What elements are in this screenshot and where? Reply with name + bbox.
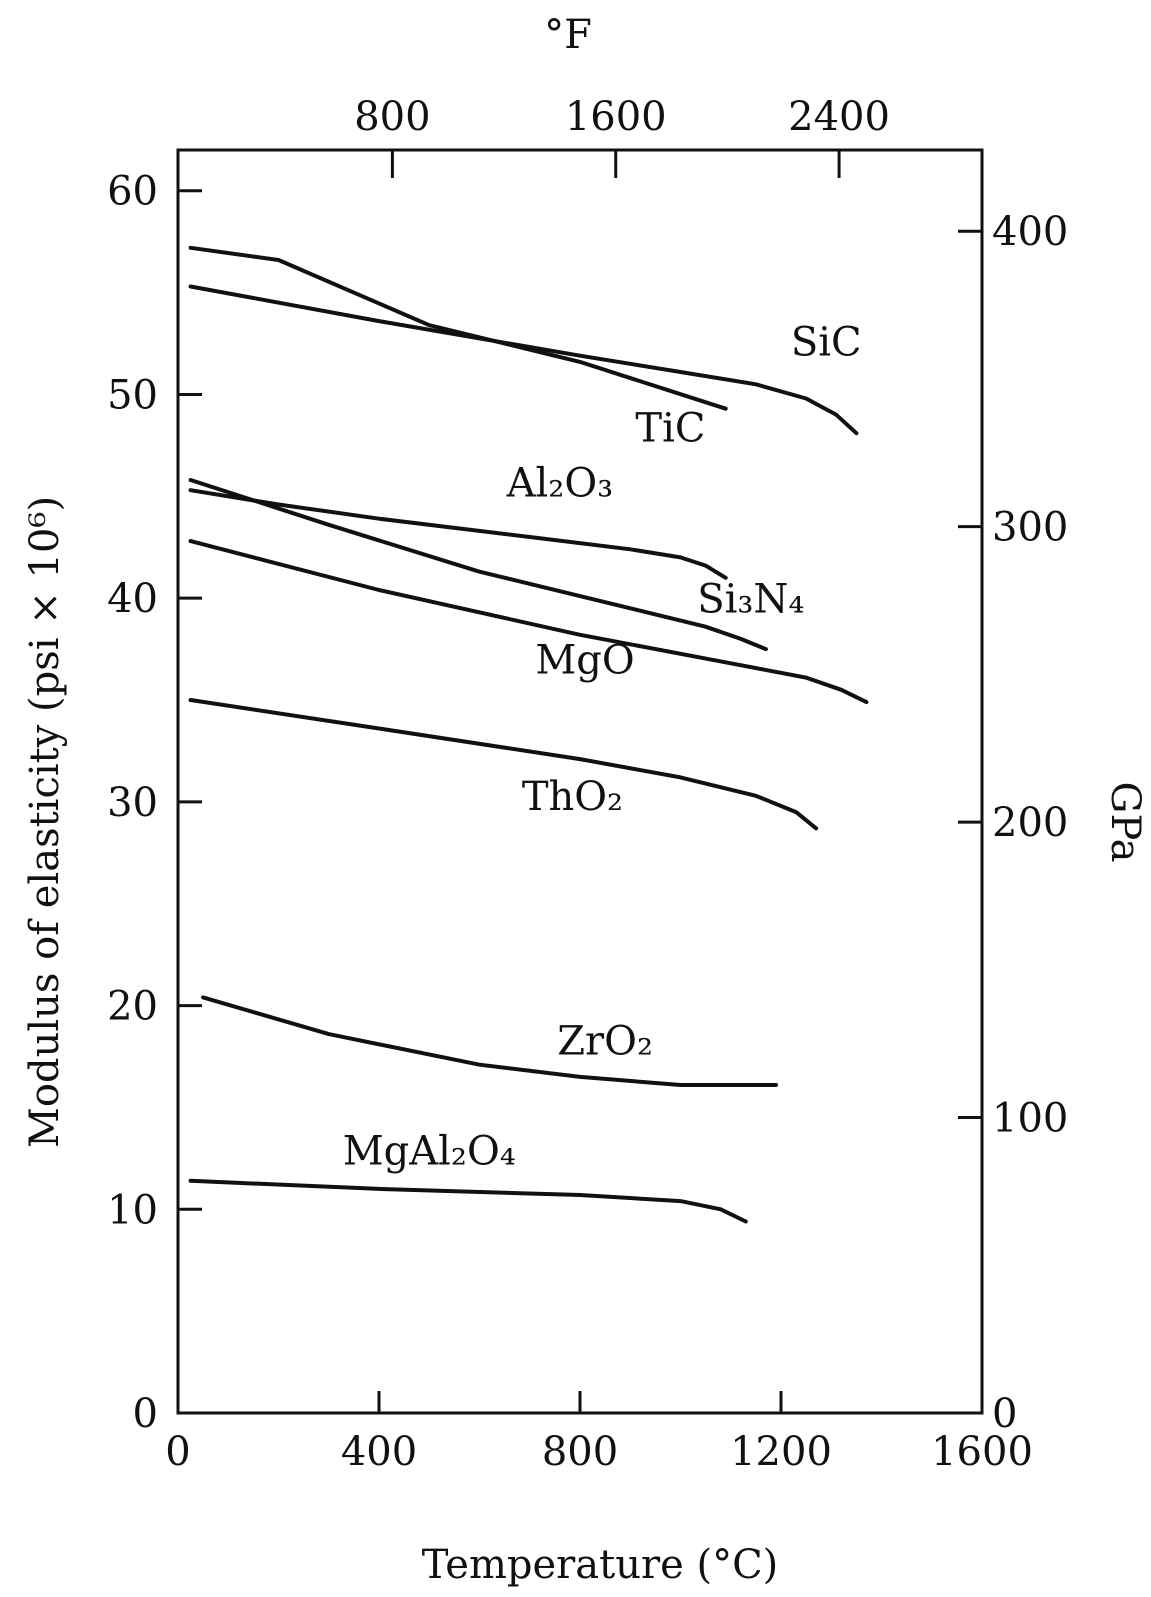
- series-line-tic: [188, 245, 728, 411]
- y2-tick-label: 100: [992, 1096, 1068, 1142]
- top-tick-label: 1600: [565, 94, 667, 140]
- plot-area: 0 400 800 1200 1600 800 1600 2400 0 10 20 30 40 50 60 0…: [107, 94, 1068, 1475]
- series-line-zro: [201, 995, 778, 1087]
- y2-tick-label: 200: [992, 800, 1068, 846]
- y2-tick-label: 400: [992, 209, 1068, 255]
- y2-tick-label: 300: [992, 505, 1068, 551]
- series-label-tho: ThO₂: [522, 774, 623, 820]
- series-label-sic: SiC: [791, 320, 862, 366]
- y-tick-label: 10: [107, 1187, 158, 1233]
- y-tick-label: 60: [107, 169, 158, 215]
- series-label-sin: Si₃N₄: [697, 576, 804, 622]
- top-tick-label: 800: [354, 94, 430, 140]
- top-axis-title: °F: [544, 12, 592, 58]
- bottom-axis-title: Temperature (°C): [422, 1542, 779, 1588]
- series-line-tho: [188, 698, 819, 831]
- x-tick-label: 1600: [931, 1429, 1033, 1475]
- y-tick-label: 20: [107, 984, 158, 1030]
- series-line-mgo: [188, 539, 869, 705]
- series-label-alo: Al₂O₃: [506, 460, 614, 506]
- series-line-alo: [188, 488, 728, 580]
- y-tick-label: 30: [107, 780, 158, 826]
- series-line-mgalo: [188, 1178, 748, 1224]
- x-tick-label: 0: [165, 1429, 190, 1475]
- x-tick-label: 800: [542, 1429, 618, 1475]
- y-tick-label: 0: [133, 1391, 158, 1437]
- series-line-sin: [188, 478, 768, 652]
- y2-tick-label: 0: [992, 1391, 1017, 1437]
- series-label-mgalo: MgAl₂O₄: [343, 1128, 516, 1174]
- right-axis-title: GPa: [1102, 782, 1148, 863]
- series-label-mgo: MgO: [535, 638, 634, 684]
- top-tick-label: 2400: [788, 94, 890, 140]
- series-label-zro: ZrO₂: [557, 1018, 653, 1064]
- left-axis-title: Modulus of elasticity (psi × 10⁶): [22, 496, 68, 1148]
- series-line-sic: [188, 284, 859, 436]
- x-tick-label: 400: [341, 1429, 417, 1475]
- y-tick-label: 50: [107, 372, 158, 418]
- series-label-tic: TiC: [635, 405, 705, 451]
- y-tick-label: 40: [107, 576, 158, 622]
- x-tick-label: 1200: [730, 1429, 832, 1475]
